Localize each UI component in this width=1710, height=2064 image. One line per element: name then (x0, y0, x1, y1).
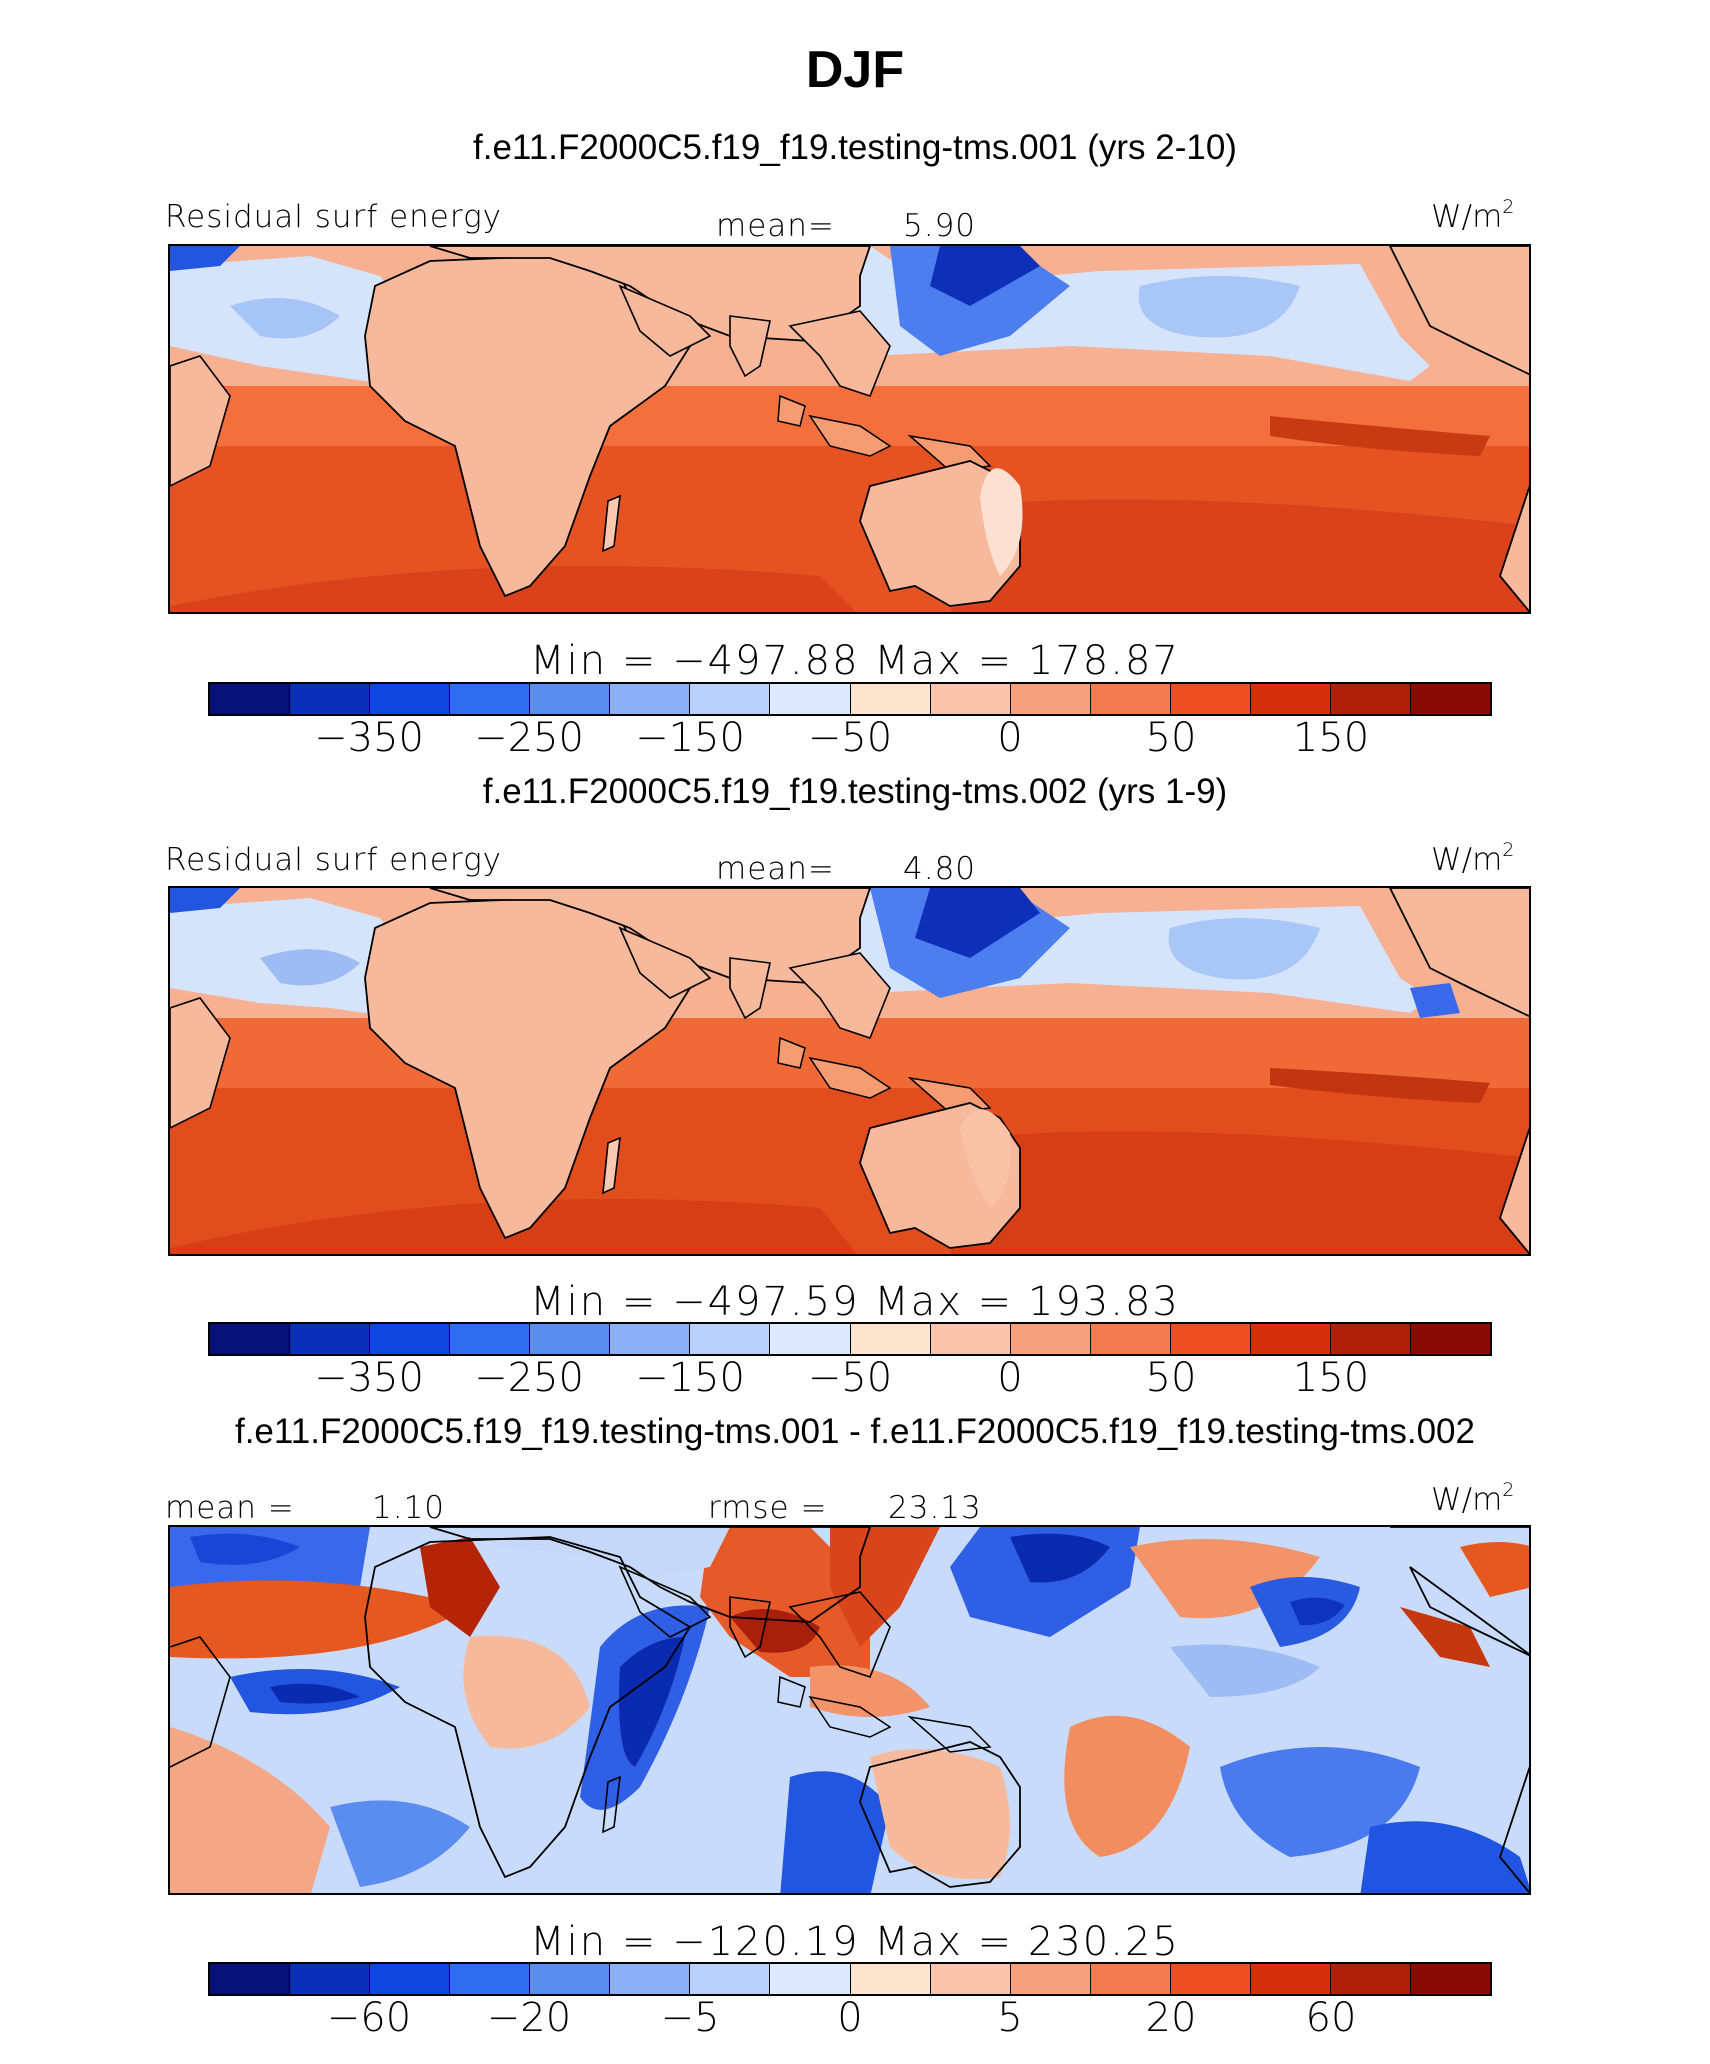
colorbar-swatch (930, 1964, 1011, 1994)
colorbar-swatch (1250, 1324, 1331, 1354)
panel2-tick: 50 (1145, 1355, 1197, 1401)
colorbar-swatch (1010, 1324, 1091, 1354)
colorbar-swatch (770, 684, 851, 714)
panel2-map (168, 886, 1531, 1256)
panel2-tick: 150 (1292, 1355, 1370, 1401)
colorbar-swatch (290, 684, 371, 714)
panel1-tick: 50 (1145, 715, 1197, 761)
colorbar-swatch (370, 1964, 451, 1994)
panel1-mean-label: mean= (716, 208, 835, 244)
panel2-units: W/m2 (1431, 839, 1515, 878)
colorbar-swatch (690, 1324, 771, 1354)
panel3-tick: 5 (997, 1995, 1023, 2041)
colorbar-swatch (850, 684, 931, 714)
colorbar-swatch (1010, 684, 1091, 714)
colorbar-swatch (530, 1324, 611, 1354)
panel1-tick: 0 (997, 715, 1023, 761)
panel3-rmse-value: 23.13 (888, 1490, 982, 1526)
panel1-units: W/m2 (1431, 196, 1515, 235)
colorbar-swatch (210, 1324, 291, 1354)
panel1-map-field (170, 246, 1529, 612)
colorbar-swatch (690, 1964, 771, 1994)
panel2-tick: −50 (807, 1355, 893, 1401)
panel2-variable-label: Residual surf energy (165, 842, 503, 878)
panel3-tick: 0 (837, 1995, 863, 2041)
colorbar-swatch (1170, 1964, 1251, 1994)
colorbar-swatch (1330, 1324, 1411, 1354)
panel3-map-field (170, 1527, 1529, 1893)
colorbar-swatch (370, 684, 451, 714)
panel1-stats: Min = −497.88 Max = 178.87 (530, 638, 1180, 684)
panel1-tick: −50 (807, 715, 893, 761)
colorbar-swatch (690, 684, 771, 714)
colorbar-swatch (1410, 1964, 1490, 1994)
colorbar-swatch (1410, 1324, 1490, 1354)
colorbar-swatch (1330, 1964, 1411, 1994)
panel3-mean-value: 1.10 (372, 1490, 446, 1526)
colorbar-swatch (1410, 684, 1490, 714)
panel1-tick: −150 (635, 715, 745, 761)
panel1-colorbar (208, 682, 1492, 716)
panel2-map-field (170, 888, 1529, 1254)
colorbar-swatch (610, 1964, 691, 1994)
colorbar-swatch (450, 1964, 531, 1994)
colorbar-swatch (1090, 1964, 1171, 1994)
panel2-colorbar (208, 1322, 1492, 1356)
panel3-map (168, 1525, 1531, 1895)
plot-title: DJF (805, 41, 905, 99)
colorbar-swatch (450, 684, 531, 714)
panel1-tick: −250 (474, 715, 584, 761)
panel2-mean-label: mean= (716, 851, 835, 887)
panel2-tick: 0 (997, 1355, 1023, 1401)
colorbar-swatch (1170, 684, 1251, 714)
colorbar-swatch (850, 1324, 931, 1354)
colorbar-swatch (530, 1964, 611, 1994)
panel1-tick: −350 (314, 715, 424, 761)
panel1-map (168, 244, 1531, 614)
panel3-stats: Min = −120.19 Max = 230.25 (530, 1919, 1180, 1965)
colorbar-swatch (210, 1964, 291, 1994)
colorbar-swatch (530, 684, 611, 714)
panel3-colorbar (208, 1962, 1492, 1996)
panel1-case-title: f.e11.F2000C5.f19_f19.testing-tms.001 (y… (473, 128, 1237, 167)
colorbar-swatch (770, 1324, 851, 1354)
colorbar-swatch (1090, 684, 1171, 714)
colorbar-swatch (930, 1324, 1011, 1354)
panel2-tick: −150 (635, 1355, 745, 1401)
colorbar-swatch (610, 684, 691, 714)
panel3-tick: −60 (326, 1995, 412, 2041)
panel2-tick: −350 (314, 1355, 424, 1401)
panel1-mean-value: 5.90 (903, 208, 977, 244)
panel3-units: W/m2 (1431, 1479, 1515, 1518)
colorbar-swatch (210, 684, 291, 714)
colorbar-swatch (370, 1324, 451, 1354)
colorbar-swatch (290, 1324, 371, 1354)
panel3-tick: −20 (486, 1995, 572, 2041)
colorbar-swatch (850, 1964, 931, 1994)
panel2-case-title: f.e11.F2000C5.f19_f19.testing-tms.002 (y… (482, 772, 1228, 811)
colorbar-swatch (1250, 1964, 1331, 1994)
colorbar-swatch (1250, 684, 1331, 714)
panel2-tick: −250 (474, 1355, 584, 1401)
panel2-stats: Min = −497.59 Max = 193.83 (530, 1279, 1180, 1325)
colorbar-swatch (930, 684, 1011, 714)
panel3-tick: −5 (660, 1995, 720, 2041)
colorbar-swatch (290, 1964, 371, 1994)
panel1-tick: 150 (1292, 715, 1370, 761)
colorbar-swatch (1090, 1324, 1171, 1354)
colorbar-swatch (770, 1964, 851, 1994)
colorbar-swatch (1010, 1964, 1091, 1994)
colorbar-swatch (1170, 1324, 1251, 1354)
panel1-variable-label: Residual surf energy (165, 199, 503, 235)
panel3-case-title: f.e11.F2000C5.f19_f19.testing-tms.001 - … (234, 1412, 1475, 1451)
panel3-mean-label: mean = (165, 1490, 295, 1526)
panel3-tick: 20 (1145, 1995, 1197, 2041)
colorbar-swatch (610, 1324, 691, 1354)
panel3-tick: 60 (1305, 1995, 1357, 2041)
colorbar-swatch (450, 1324, 531, 1354)
colorbar-swatch (1330, 684, 1411, 714)
panel2-mean-value: 4.80 (903, 851, 977, 887)
panel3-rmse-label: rmse = (708, 1490, 828, 1526)
